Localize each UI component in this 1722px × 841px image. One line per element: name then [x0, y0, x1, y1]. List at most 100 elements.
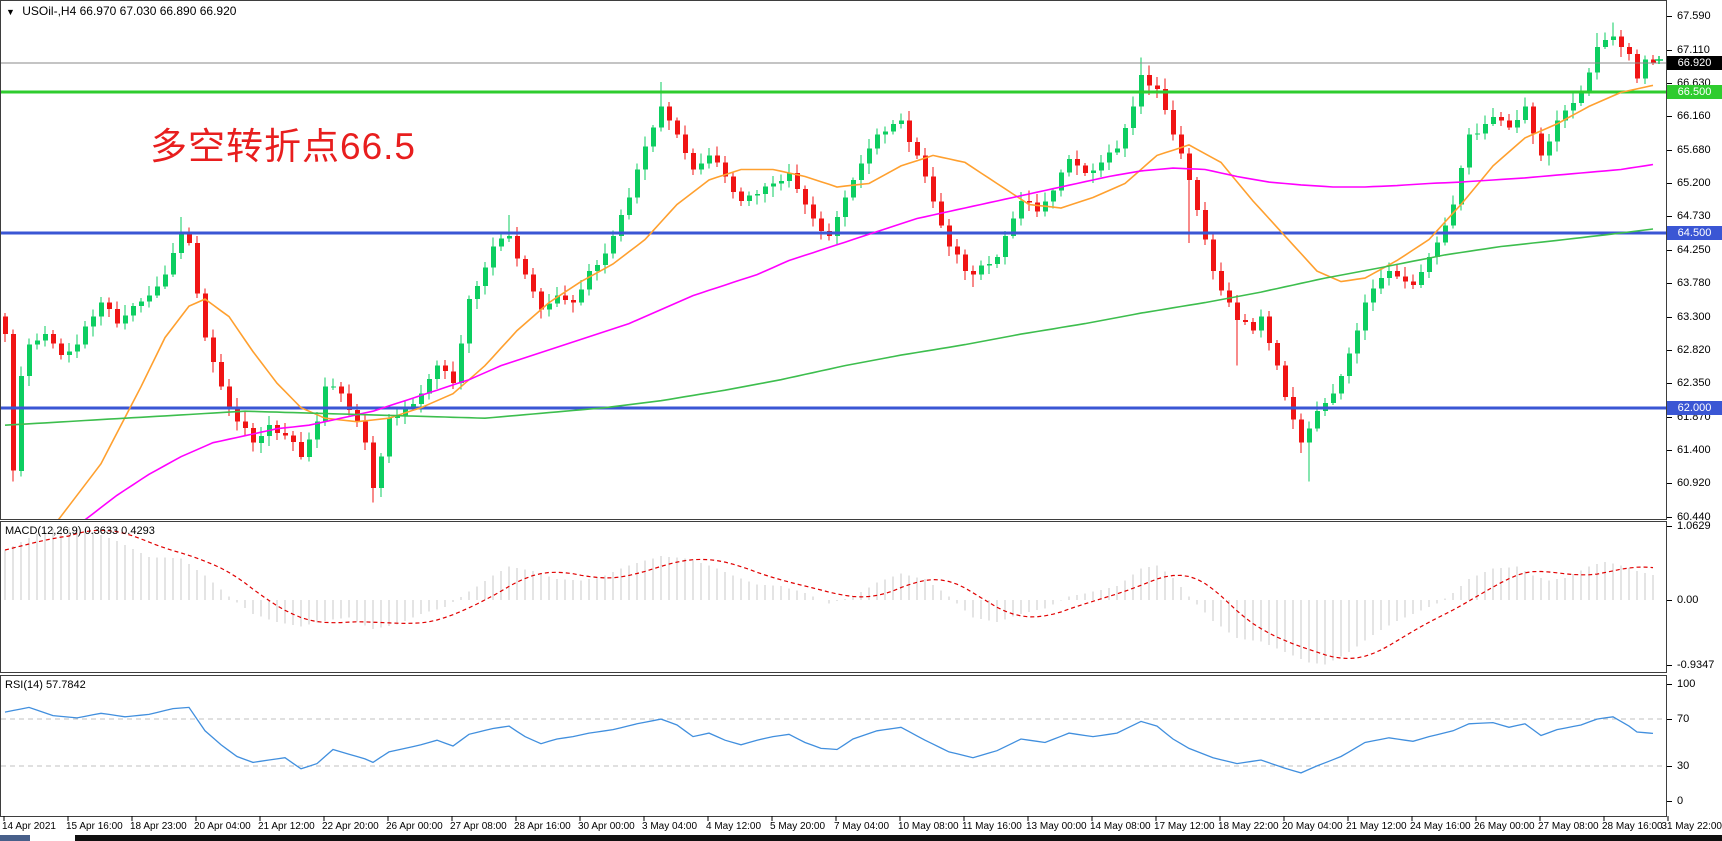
- price-axis-label: 61.400: [1677, 444, 1711, 456]
- horizontal-lines-layer: [1, 62, 1666, 410]
- time-axis-label: 5 May 20:00: [770, 821, 826, 832]
- price-tick: [1667, 116, 1672, 117]
- moving-averages-layer: [4, 84, 1654, 519]
- price-axis-label: 67.590: [1677, 10, 1711, 22]
- time-axis-label: 13 May 00:00: [1026, 821, 1087, 832]
- ma-mid-line: [84, 163, 1654, 519]
- time-axis-label: 15 Apr 16:00: [66, 821, 123, 832]
- time-axis-label: 31 May 22:00: [1661, 821, 1722, 832]
- macd-axis-label: -0.9347: [1677, 659, 1715, 671]
- time-axis-label: 21 May 12:00: [1346, 821, 1407, 832]
- time-ticks: [3, 816, 1669, 821]
- main-chart-panel[interactable]: [0, 0, 1667, 520]
- macd-indicator-label: MACD(12,26,9) 0.3633 0.4293: [5, 525, 155, 537]
- macd-panel[interactable]: [0, 521, 1667, 673]
- price-axis-label: 67.110: [1677, 44, 1710, 56]
- time-axis-label: 18 May 22:00: [1218, 821, 1279, 832]
- price-tick: [1667, 483, 1672, 484]
- time-axis-label: 26 Apr 00:00: [386, 821, 443, 832]
- time-axis-label: 17 May 12:00: [1154, 821, 1215, 832]
- time-axis-label: 26 May 00:00: [1474, 821, 1535, 832]
- time-axis-label: 7 May 04:00: [834, 821, 890, 832]
- macd-axis-label: 0.00: [1677, 594, 1699, 606]
- time-axis-label: 14 May 08:00: [1090, 821, 1151, 832]
- price-axis-label: 60.920: [1677, 477, 1711, 489]
- macd-signal-line: [4, 529, 1654, 660]
- time-axis-label: 22 Apr 20:00: [322, 821, 379, 832]
- price-line-box-66.920: 66.920: [1667, 56, 1722, 70]
- time-axis-label: 18 Apr 23:00: [130, 821, 187, 832]
- rsi-indicator-label: RSI(14) 57.7842: [5, 679, 86, 691]
- time-axis-label: 11 May 16:00: [962, 821, 1022, 832]
- rsi-axis-label: 70: [1677, 713, 1690, 725]
- price-tick: [1667, 83, 1672, 84]
- price-tick: [1667, 283, 1672, 284]
- macd-tick: [1667, 600, 1672, 601]
- current-price-marker: [1655, 56, 1663, 64]
- price-tick: [1667, 16, 1672, 17]
- price-axis-label: 60.440: [1677, 511, 1711, 523]
- price-tick: [1667, 517, 1672, 518]
- rsi-tick: [1667, 684, 1672, 685]
- rsi-line: [4, 706, 1654, 774]
- price-axis-label: 62.350: [1677, 377, 1711, 389]
- price-axis-label: 62.820: [1677, 344, 1711, 356]
- price-line-box-62.000: 62.000: [1667, 401, 1722, 415]
- time-axis-label: 20 Apr 04:00: [194, 821, 251, 832]
- price-tick: [1667, 317, 1672, 318]
- time-axis-label: 4 May 12:00: [706, 821, 762, 832]
- time-axis-label: 27 Apr 08:00: [450, 821, 507, 832]
- rsi-axis-label: 100: [1677, 678, 1696, 690]
- price-axis-label: 64.250: [1677, 244, 1711, 256]
- time-axis-label: 3 May 04:00: [642, 821, 698, 832]
- annotation-text[interactable]: 多空转折点66.5: [150, 126, 417, 167]
- rsi-levels: [1, 718, 1666, 767]
- price-tick: [1667, 150, 1672, 151]
- rsi-panel[interactable]: [0, 675, 1667, 817]
- macd-tick: [1667, 665, 1672, 666]
- price-tick: [1667, 50, 1672, 51]
- rsi-axis-label: 0: [1677, 795, 1684, 807]
- price-tick: [1667, 216, 1672, 217]
- price-line-box-64.500: 64.500: [1667, 226, 1722, 240]
- price-axis-label: 65.200: [1677, 177, 1711, 189]
- time-axis-label: 21 Apr 12:00: [258, 821, 315, 832]
- rsi-axis-label: 30: [1677, 760, 1690, 772]
- time-axis-label: 20 May 04:00: [1282, 821, 1343, 832]
- price-axis-label: 63.300: [1677, 311, 1711, 323]
- symbol-period-label: USOil-,H4: [22, 4, 77, 18]
- price-axis-label: 63.780: [1677, 277, 1711, 289]
- time-axis-label: 24 May 16:00: [1410, 821, 1471, 832]
- price-tick: [1667, 383, 1672, 384]
- rsi-tick: [1667, 766, 1672, 767]
- price-line-box-66.500: 66.500: [1667, 85, 1722, 99]
- price-axis-label: 66.160: [1677, 110, 1711, 122]
- ma-slow-line: [4, 228, 1654, 426]
- ma-fast-line: [57, 84, 1654, 519]
- price-tick: [1667, 183, 1672, 184]
- scrollbar-position-box[interactable]: [0, 835, 30, 841]
- price-axis-label: 65.680: [1677, 144, 1711, 156]
- rsi-tick: [1667, 719, 1672, 720]
- time-axis-label: 30 Apr 00:00: [578, 821, 635, 832]
- macd-axis-label: 1.0629: [1677, 520, 1711, 532]
- price-tick: [1667, 417, 1672, 418]
- time-axis-label: 28 Apr 16:00: [514, 821, 571, 832]
- price-axis-label: 64.730: [1677, 210, 1711, 222]
- chart-title: ▼ USOil-,H4 66.970 67.030 66.890 66.920: [6, 4, 236, 18]
- price-tick: [1667, 450, 1672, 451]
- price-tick: [1667, 250, 1672, 251]
- time-axis-label: 27 May 08:00: [1538, 821, 1599, 832]
- time-axis-label: 28 May 16:00: [1602, 821, 1663, 832]
- time-axis-label: 10 May 08:00: [898, 821, 959, 832]
- collapse-icon[interactable]: ▼: [6, 7, 15, 17]
- rsi-tick: [1667, 801, 1672, 802]
- price-tick: [1667, 350, 1672, 351]
- macd-histogram: [4, 526, 1654, 665]
- time-axis-label: 14 Apr 2021: [2, 821, 56, 832]
- macd-tick: [1667, 526, 1672, 527]
- ohlc-readout: 66.970 67.030 66.890 66.920: [79, 4, 237, 18]
- horizontal-scrollbar[interactable]: [75, 835, 1722, 841]
